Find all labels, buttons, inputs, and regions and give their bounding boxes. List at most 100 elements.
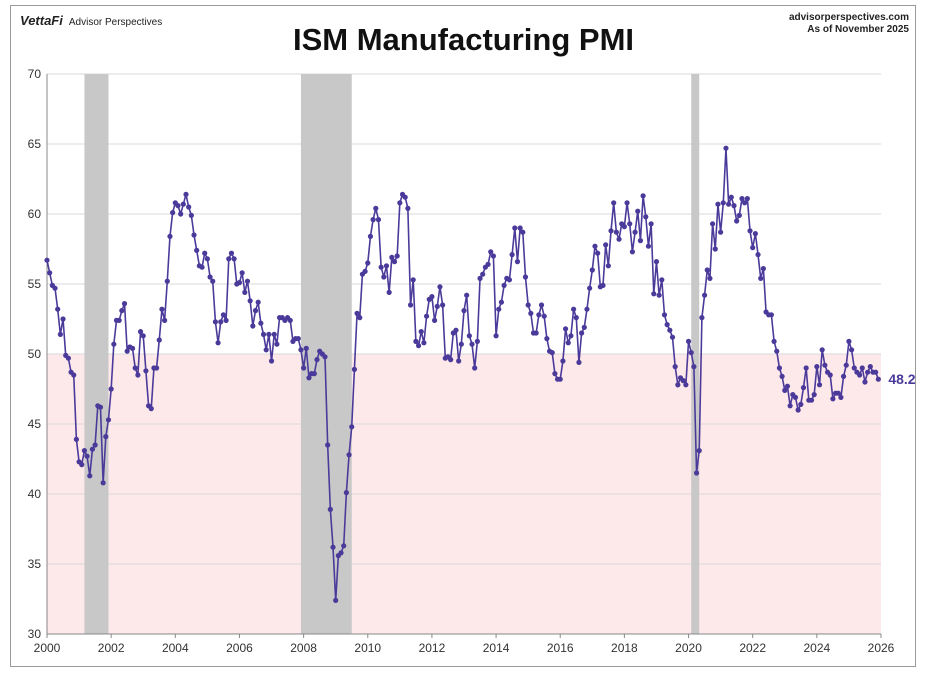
- data-point: [137, 329, 144, 335]
- data-point: [212, 319, 219, 325]
- data-point: [696, 448, 702, 454]
- data-point: [816, 382, 823, 388]
- data-point: [89, 446, 96, 452]
- data-point: [587, 285, 593, 291]
- data-point: [391, 259, 398, 265]
- data-point: [65, 355, 71, 361]
- data-point: [186, 204, 192, 210]
- y-tick-label: 55: [28, 277, 42, 291]
- data-point: [386, 289, 392, 295]
- data-point: [867, 364, 873, 370]
- data-point: [667, 327, 673, 333]
- data-point: [538, 302, 545, 308]
- data-point: [742, 200, 748, 206]
- data-point: [204, 256, 210, 262]
- data-point: [464, 292, 470, 298]
- data-point: [252, 308, 259, 314]
- data-point: [565, 340, 571, 346]
- x-tick-label: 2026: [868, 641, 895, 655]
- data-point: [744, 196, 750, 202]
- data-point: [728, 194, 734, 200]
- data-point: [423, 313, 430, 319]
- data-point: [734, 218, 740, 224]
- data-point: [466, 333, 472, 339]
- data-point: [381, 274, 387, 280]
- x-tick-label: 2014: [483, 641, 510, 655]
- data-point: [218, 319, 224, 325]
- data-point: [121, 301, 128, 307]
- data-point: [613, 229, 619, 235]
- data-point: [407, 302, 414, 308]
- data-point: [699, 315, 705, 321]
- y-tick-label: 40: [28, 487, 42, 501]
- data-point: [525, 302, 531, 308]
- data-point: [301, 365, 307, 371]
- data-point: [640, 193, 646, 199]
- data-point: [680, 378, 686, 384]
- data-point: [295, 336, 301, 342]
- data-point: [656, 292, 662, 298]
- data-point: [456, 358, 462, 364]
- data-point: [541, 313, 547, 319]
- data-point: [544, 336, 550, 342]
- data-point: [736, 212, 742, 218]
- last-value-label: 48.2: [888, 371, 915, 387]
- source-site: advisorperspectives.com: [788, 12, 909, 23]
- y-tick-label: 50: [28, 347, 42, 361]
- data-point: [629, 249, 636, 255]
- data-point: [429, 294, 435, 300]
- data-point: [223, 317, 229, 323]
- data-point: [846, 338, 852, 344]
- data-point: [311, 371, 317, 377]
- data-point: [60, 316, 66, 322]
- data-point: [191, 232, 197, 238]
- data-point: [835, 390, 841, 396]
- data-point: [693, 470, 700, 476]
- data-point: [367, 233, 374, 239]
- data-point: [811, 392, 817, 398]
- data-point: [202, 250, 208, 256]
- data-point: [509, 252, 515, 258]
- data-point: [244, 278, 251, 284]
- data-point: [314, 357, 320, 363]
- data-point: [517, 225, 523, 231]
- data-point: [675, 382, 681, 388]
- x-tick-label: 2018: [611, 641, 638, 655]
- data-point: [415, 343, 422, 349]
- data-point: [720, 200, 726, 206]
- data-point: [188, 212, 194, 218]
- data-point: [260, 331, 267, 337]
- data-point: [175, 203, 181, 209]
- data-point: [579, 330, 585, 336]
- x-tick-label: 2004: [162, 641, 189, 655]
- data-point: [303, 345, 309, 351]
- data-point: [624, 200, 630, 206]
- data-point: [87, 473, 93, 479]
- data-point: [718, 229, 724, 235]
- data-point: [81, 448, 88, 454]
- data-point: [383, 263, 390, 269]
- data-point: [461, 308, 467, 314]
- data-point: [231, 256, 237, 262]
- data-point: [493, 333, 499, 339]
- pmi-points: [44, 145, 881, 604]
- data-point: [330, 544, 336, 550]
- data-point: [576, 359, 582, 365]
- x-tick-label: 2016: [547, 641, 574, 655]
- data-point: [709, 221, 716, 227]
- data-point: [814, 364, 820, 370]
- data-point: [512, 225, 518, 231]
- data-point: [865, 369, 871, 375]
- data-point: [862, 379, 868, 385]
- data-point: [600, 282, 606, 288]
- data-point: [570, 306, 577, 312]
- data-point: [704, 267, 710, 273]
- data-point: [774, 348, 780, 354]
- data-point: [431, 317, 438, 323]
- data-point: [506, 277, 513, 283]
- data-point: [632, 229, 638, 235]
- data-point: [57, 331, 63, 337]
- data-point: [501, 282, 507, 288]
- data-point: [857, 372, 863, 378]
- data-point: [105, 417, 112, 423]
